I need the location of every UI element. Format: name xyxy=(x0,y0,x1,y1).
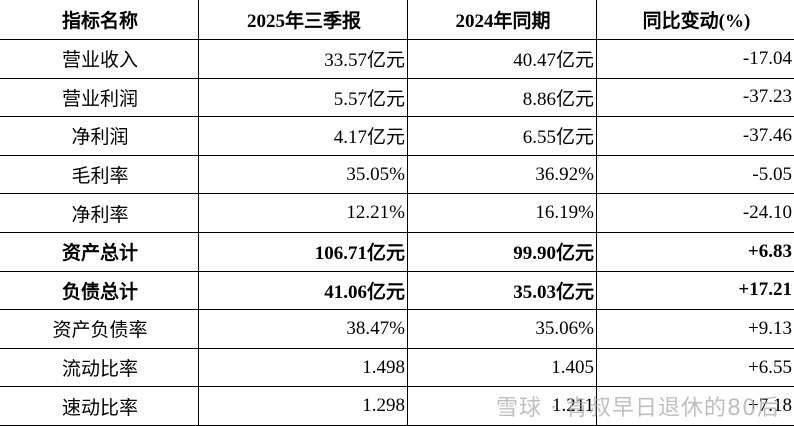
cell: -24.10 xyxy=(596,193,794,233)
cell: 40.47亿元 xyxy=(407,39,597,79)
table-body: 营业收入 33.57亿元 40.47亿元 -17.04 营业利润 5.57亿元 8.86亿元… xyxy=(0,39,794,426)
cell: 6.55亿元 xyxy=(407,116,597,156)
table-row: 净利率 12.21% 16.19% -24.10 xyxy=(0,193,794,233)
cell: 8.86亿元 xyxy=(407,77,597,118)
table-row: 速动比率 1.298 1.211 +7.18 xyxy=(0,386,794,426)
cell: 36.92% xyxy=(407,154,597,195)
watermark: 雪球 · 肯叔早日退休的80后 xyxy=(496,396,780,421)
table-row: 资产总计 106.71亿元 99.90亿元 +6.83 xyxy=(0,231,794,272)
cell: +17.21 xyxy=(596,270,794,311)
row-label: 净利润 xyxy=(0,116,199,156)
row-label: 毛利率 xyxy=(0,154,199,195)
table-row: 毛利率 35.05% 36.92% -5.05 xyxy=(0,154,794,195)
row-label: 营业利润 xyxy=(0,77,199,118)
row-label: 资产负债率 xyxy=(0,309,199,349)
cell: -17.04 xyxy=(596,39,794,79)
cell: 1.498 xyxy=(198,347,408,388)
cell: 35.05% xyxy=(198,154,408,195)
cell: 35.06% xyxy=(407,309,597,349)
cell: 1.405 xyxy=(407,347,597,388)
cell: +6.83 xyxy=(596,231,794,272)
row-label: 负债总计 xyxy=(0,270,199,311)
table-row: 营业收入 33.57亿元 40.47亿元 -17.04 xyxy=(0,39,794,79)
cell: 35.03亿元 xyxy=(407,270,597,311)
row-label: 流动比率 xyxy=(0,347,199,388)
table-row: 流动比率 1.498 1.405 +6.55 xyxy=(0,347,794,388)
header-row: 指标名称 2025年三季报 2024年同期 同比变动(%) xyxy=(0,0,794,40)
row-label: 营业收入 xyxy=(0,39,199,79)
cell: 12.21% xyxy=(198,193,408,233)
cell: -37.46 xyxy=(596,116,794,156)
cell: 4.17亿元 xyxy=(198,116,408,156)
cell: +7.18 xyxy=(596,386,794,426)
header-cell: 2025年三季报 xyxy=(198,0,408,40)
table-row: 资产负债率 38.47% 35.06% +9.13 xyxy=(0,309,794,349)
header-cell: 指标名称 xyxy=(0,0,199,40)
header-cell: 同比变动(%) xyxy=(596,0,794,40)
cell: -5.05 xyxy=(596,154,794,195)
cell: 1.298 xyxy=(198,386,408,426)
table-row: 负债总计 41.06亿元 35.03亿元 +17.21 xyxy=(0,270,794,311)
cell: 106.71亿元 xyxy=(198,231,408,272)
cell: +9.13 xyxy=(596,309,794,349)
table-row: 营业利润 5.57亿元 8.86亿元 -37.23 xyxy=(0,77,794,118)
header-cell: 2024年同期 xyxy=(407,0,597,40)
row-label: 净利率 xyxy=(0,193,199,233)
row-label: 速动比率 xyxy=(0,386,199,426)
cell: 38.47% xyxy=(198,309,408,349)
cell: 99.90亿元 xyxy=(407,231,597,272)
cell: 33.57亿元 xyxy=(198,39,408,79)
row-label: 资产总计 xyxy=(0,231,199,272)
cell: 41.06亿元 xyxy=(198,270,408,311)
cell: +6.55 xyxy=(596,347,794,388)
cell: 16.19% xyxy=(407,193,597,233)
table-row: 净利润 4.17亿元 6.55亿元 -37.46 xyxy=(0,116,794,156)
cell: -37.23 xyxy=(596,77,794,118)
cell: 5.57亿元 xyxy=(198,77,408,118)
